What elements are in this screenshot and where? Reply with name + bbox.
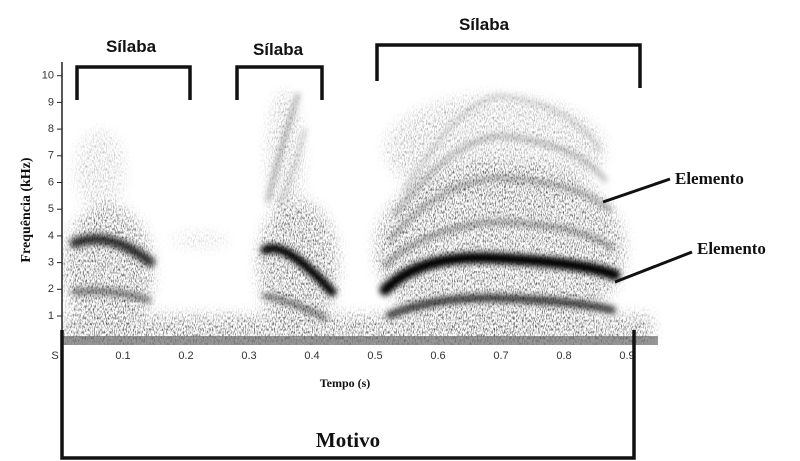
- y-tick-label: 7: [48, 150, 54, 162]
- syllable-bracket: [75, 65, 192, 100]
- y-tick-label: 6: [48, 176, 54, 188]
- element-pointer: [614, 250, 693, 284]
- x-tick-label: 0.7: [493, 350, 508, 362]
- x-axis-band: [62, 336, 658, 345]
- y-tick-label: 8: [48, 123, 54, 135]
- x-tick-label: 0.2: [178, 350, 193, 362]
- element-label: Elemento: [697, 239, 766, 258]
- y-tick-label: 5: [48, 203, 54, 215]
- element-pointer: [602, 177, 671, 204]
- element-label: Elemento: [675, 169, 744, 188]
- y-axis-label: Frequência (kHz): [19, 157, 34, 262]
- x-tick-label: 0.9: [619, 350, 634, 362]
- motif-label: Motivo: [316, 428, 380, 452]
- spectrogram-bands: [70, 93, 621, 321]
- syllable-bracket: [235, 65, 324, 100]
- x-tick-label: 0.4: [304, 350, 319, 362]
- y-tick-label: 4: [48, 230, 54, 242]
- y-tick-label: 2: [48, 283, 54, 295]
- y-tick-label: 1: [48, 310, 54, 322]
- x-tick-label: 0.6: [430, 350, 445, 362]
- y-tick-label: 3: [48, 257, 54, 269]
- syllable-label: Sílaba: [253, 40, 304, 59]
- spectrogram-noise: [62, 60, 662, 345]
- x-tick-label: 0.5: [367, 350, 382, 362]
- x-tick-label: 0.8: [556, 350, 571, 362]
- x-tick-label: 0.1: [115, 350, 130, 362]
- motif-bracket: [60, 330, 636, 460]
- x-axis-label: Tempo (s): [320, 376, 371, 390]
- syllable-label: Sílaba: [459, 15, 510, 34]
- syllable-bracket: [375, 43, 642, 88]
- x-tick-label: S: [51, 350, 58, 362]
- y-tick-label: 10: [42, 70, 54, 82]
- y-tick-label: 9: [48, 96, 54, 108]
- syllable-label: Sílaba: [106, 37, 157, 56]
- x-tick-label: 0.3: [241, 350, 256, 362]
